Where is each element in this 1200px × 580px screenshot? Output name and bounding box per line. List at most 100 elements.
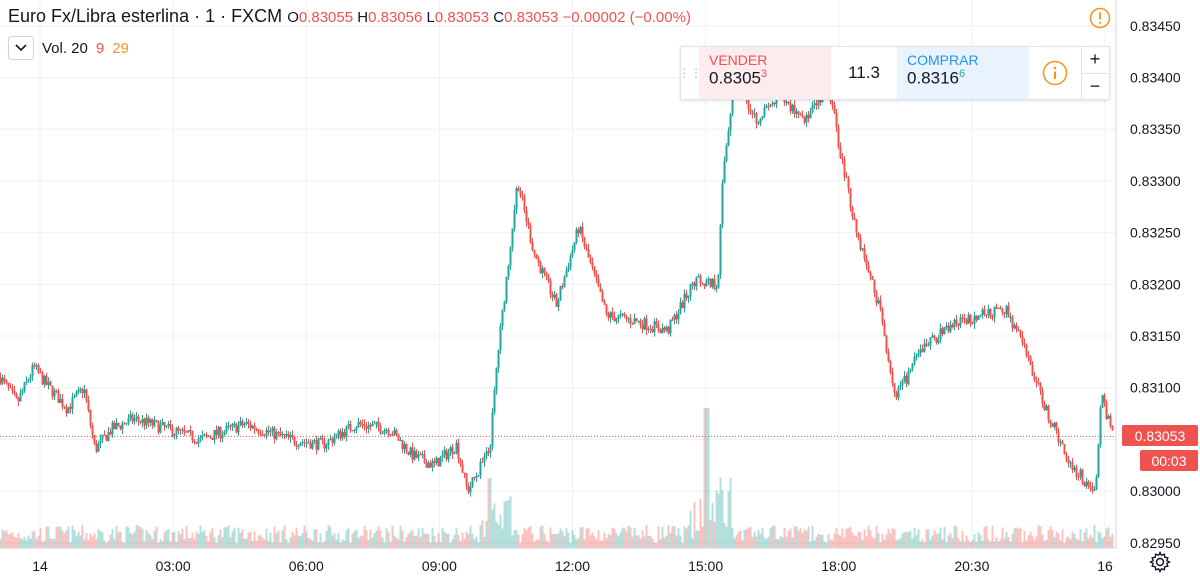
info-button[interactable] (1029, 47, 1081, 99)
candle-body (649, 328, 652, 330)
candle-body (643, 318, 646, 330)
buy-button[interactable]: COMPRAR 0.83166 (897, 47, 1029, 99)
candle-body (525, 209, 528, 222)
candle-body (669, 319, 672, 334)
candle-body (435, 458, 438, 463)
time-tick-label: 12:00 (555, 558, 590, 574)
volume-bar (553, 534, 556, 548)
candle-body (639, 320, 642, 325)
volume-bar (827, 534, 830, 548)
volume-bar (551, 534, 554, 548)
candle-body (3, 377, 6, 381)
interval[interactable]: 1 (205, 6, 216, 26)
candle-body (1009, 316, 1012, 318)
candle-body (69, 406, 72, 409)
candle-body (401, 440, 404, 450)
candle-body (263, 434, 266, 436)
volume-bar (221, 537, 224, 548)
candle-body (691, 282, 694, 285)
drag-handle[interactable]: ⋮⋮ (678, 66, 702, 80)
candle-body (803, 117, 806, 123)
volume-legend[interactable]: Vol. 20 9 29 (8, 36, 129, 60)
candle-body (237, 425, 240, 433)
trade-panel: ⋮⋮ VENDER 0.83053 11.3 COMPRAR 0.83166 +… (678, 46, 1110, 100)
candle-body (863, 248, 866, 259)
candle-body (91, 425, 94, 435)
chevron-down-icon (15, 44, 27, 52)
volume-bar (39, 528, 42, 548)
candle-body (913, 356, 916, 364)
candle-body (251, 425, 254, 429)
sell-button[interactable]: VENDER 0.83053 (699, 47, 831, 99)
plus-button[interactable]: + (1082, 47, 1108, 74)
candle-body (199, 436, 202, 440)
symbol-legend[interactable]: Euro Fx/Libra esterlina · 1 · FXCM O0.83… (8, 6, 691, 27)
volume-bar (525, 530, 528, 548)
candle-body (925, 343, 928, 346)
settings-button[interactable] (1148, 550, 1172, 579)
candle-body (327, 439, 330, 446)
candle-body (279, 432, 282, 436)
volume-bar (143, 541, 146, 548)
volume-bar (1043, 540, 1046, 548)
volume-bar (207, 541, 210, 548)
volume-bar (485, 520, 488, 548)
candle-body (381, 433, 384, 435)
volume-bar (19, 538, 22, 548)
volume-bar (891, 528, 894, 548)
candle-body (591, 262, 594, 268)
price-tick-label: 0.83200 (1130, 276, 1181, 292)
candle-body (493, 390, 496, 413)
candle-body (283, 434, 286, 436)
volume-bar (235, 542, 238, 548)
volume-bar (539, 526, 542, 548)
candle-body (45, 375, 48, 385)
volume-bar (75, 535, 78, 548)
volume-bar (381, 537, 384, 548)
collapse-button[interactable] (8, 36, 34, 60)
volume-bar (675, 535, 678, 548)
candle-body (0, 377, 2, 384)
volume-bar (915, 535, 918, 548)
candle-body (513, 209, 516, 229)
candle-body (909, 368, 912, 372)
candle-body (225, 425, 228, 432)
volume-value-2: 29 (112, 39, 129, 57)
volume-bar (487, 478, 490, 548)
candle-body (467, 485, 470, 493)
candle-body (517, 188, 520, 192)
candle-body (603, 301, 606, 305)
buy-label: COMPRAR (907, 52, 979, 68)
candle-body (403, 444, 406, 450)
candle-body (1107, 415, 1110, 419)
candle-body (123, 423, 126, 425)
volume-bar (733, 538, 736, 548)
volume-bar (689, 511, 692, 548)
volume-bar (601, 540, 604, 548)
candle-body (79, 389, 82, 391)
volume-bar (935, 533, 938, 548)
candle-body (919, 349, 922, 354)
candle-body (521, 195, 524, 197)
volume-bar (1089, 534, 1092, 548)
candle-body (901, 381, 904, 386)
symbol-name[interactable]: Euro Fx/Libra esterlina (8, 6, 190, 26)
candle-body (699, 275, 702, 284)
candle-body (463, 472, 466, 474)
volume-bar (573, 535, 576, 548)
minus-button[interactable]: − (1089, 75, 1101, 96)
volume-bar (763, 537, 766, 548)
volume-bar (269, 532, 272, 548)
candle-body (9, 387, 12, 389)
warning-button[interactable] (1089, 7, 1111, 34)
volume-bar (871, 537, 874, 548)
volume-bar (409, 531, 412, 548)
candle-body (127, 417, 130, 424)
volume-bar (93, 533, 96, 548)
candle-body (489, 446, 492, 453)
volume-bar (571, 530, 574, 548)
candle-body (281, 434, 284, 436)
candle-body (707, 278, 710, 281)
time-tick-label: 16 (1097, 558, 1113, 574)
